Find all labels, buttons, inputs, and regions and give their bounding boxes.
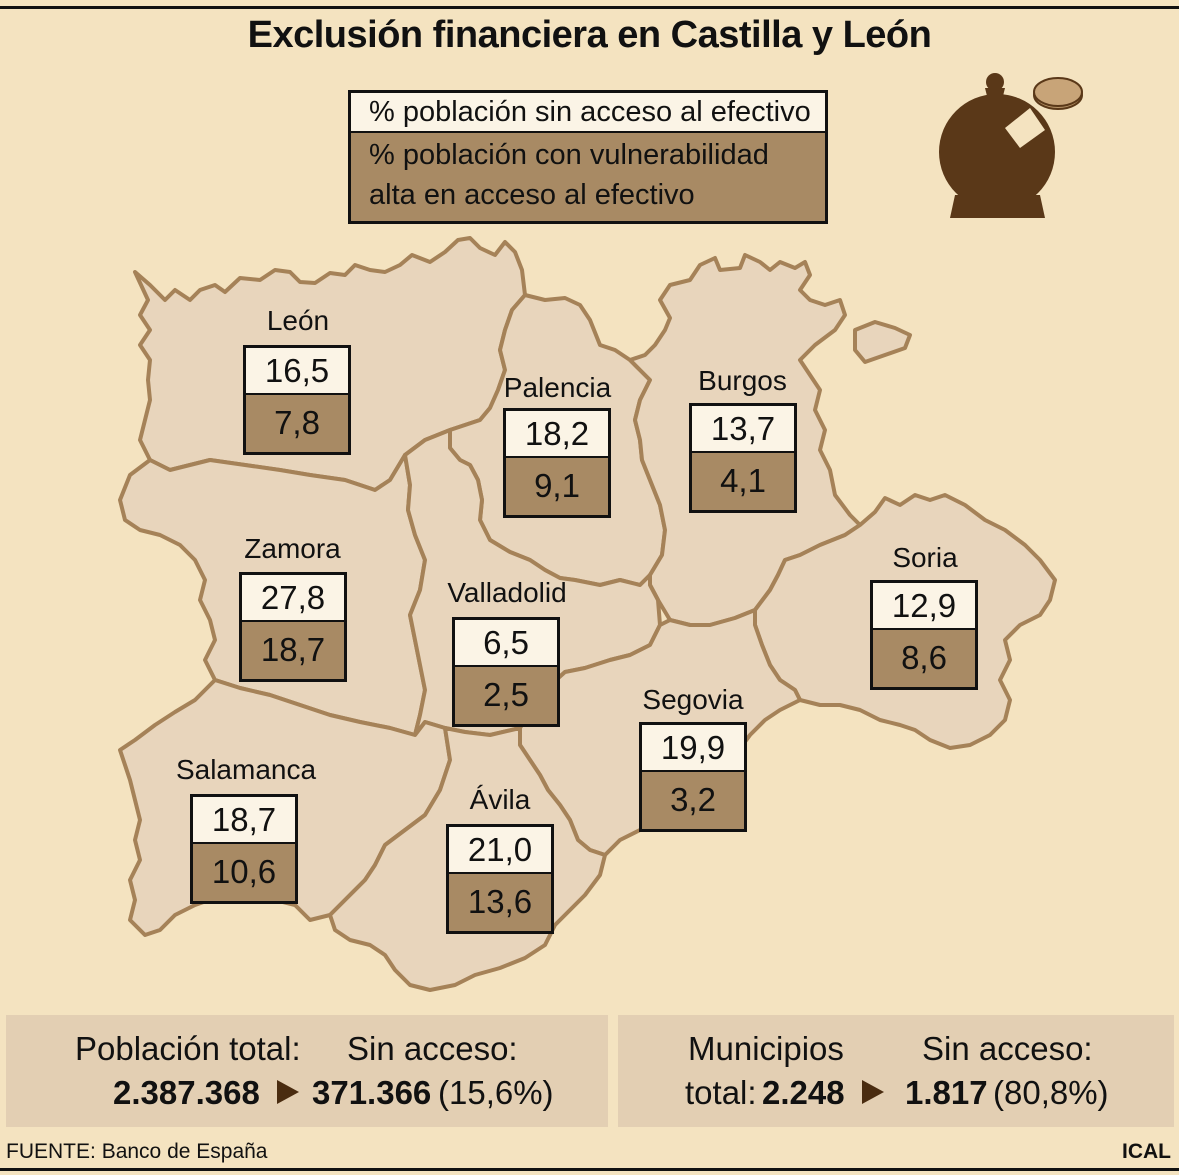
value-box-avila: 21,0 13,6 [446, 824, 554, 934]
province-label-valladolid: Valladolid [447, 577, 567, 608]
palencia-vulnerable: 9,1 [534, 467, 580, 504]
value-box-valladolid: 6,5 2,5 [452, 617, 560, 727]
province-shape-burgos-enclave [853, 320, 912, 364]
value-box-segovia: 19,9 3,2 [639, 722, 747, 832]
legend-without-access: % población sin acceso al efectivo [351, 93, 825, 133]
municipalities-without-label: Sin acceso: [922, 1030, 1093, 1067]
province-label-burgos: Burgos [698, 365, 787, 396]
value-box-burgos: 13,7 4,1 [689, 403, 797, 513]
population-total-label: Población total: [75, 1030, 301, 1067]
burgos-without-access: 13,7 [692, 406, 794, 453]
value-box-leon: 16,5 7,8 [243, 345, 351, 455]
credit: ICAL [1122, 1140, 1171, 1163]
municipalities-total-value: 2.248 [762, 1074, 845, 1111]
valladolid-vulnerable: 2,5 [483, 676, 529, 713]
legend: % población sin acceso al efectivo % pob… [348, 90, 828, 224]
province-label-leon: León [266, 305, 330, 336]
legend-vulnerable-line1: % población con vulnerabilidad [369, 139, 769, 171]
burgos-vulnerable: 4,1 [720, 462, 766, 499]
salamanca-vulnerable: 10,6 [211, 853, 277, 890]
municipalities-total-label-line1: Municipios [688, 1030, 844, 1067]
segovia-vulnerable: 3,2 [670, 781, 716, 818]
piggy-bank-coin-icon [939, 73, 1083, 218]
soria-without-access: 12,9 [873, 583, 975, 630]
population-without-label: Sin acceso: [347, 1030, 518, 1067]
legend-vulnerable-line2: alta en acceso al efectivo [369, 179, 695, 211]
province-label-zamora: Zamora [244, 533, 341, 564]
segovia-without-access: 19,9 [642, 725, 744, 772]
value-box-palencia: 18,2 9,1 [503, 408, 611, 518]
infographic-title: Exclusión financiera en Castilla y León [247, 14, 932, 56]
valladolid-without-access: 6,5 [455, 620, 557, 667]
leon-vulnerable: 7,8 [274, 404, 320, 441]
source-note: FUENTE: Banco de España [6, 1140, 267, 1164]
leon-without-access: 16,5 [246, 348, 348, 395]
province-label-salamanca: Salamanca [175, 754, 317, 785]
municipalities-total-label-line2: total: [685, 1074, 757, 1111]
value-box-soria: 12,9 8,6 [870, 580, 978, 690]
top-rule [0, 6, 1179, 9]
province-label-segovia: Segovia [642, 684, 744, 715]
value-box-salamanca: 18,7 10,6 [190, 794, 298, 904]
province-label-palencia: Palencia [503, 372, 612, 403]
zamora-vulnerable: 18,7 [260, 631, 326, 668]
salamanca-without-access: 18,7 [193, 797, 295, 844]
population-arrow-icon [277, 1080, 299, 1104]
soria-vulnerable: 8,6 [901, 639, 947, 676]
source-label: FUENTE: [6, 1140, 96, 1163]
avila-vulnerable: 13,6 [467, 883, 533, 920]
municipalities-without-pct: (80,8%) [993, 1074, 1109, 1111]
palencia-without-access: 18,2 [506, 411, 608, 458]
province-label-soria: Soria [892, 542, 958, 573]
municipalities-panel [618, 1015, 1174, 1127]
source-value: Banco de España [101, 1140, 268, 1163]
population-without-pct: (15,6%) [438, 1074, 554, 1111]
population-without-value: 371.366 [312, 1074, 432, 1111]
population-panel [6, 1015, 608, 1127]
population-total-value: 2.387.368 [113, 1074, 260, 1111]
zamora-without-access: 27,8 [242, 575, 344, 622]
province-label-avila: Ávila [469, 784, 531, 815]
bottom-rule [0, 1168, 1179, 1171]
value-box-zamora: 27,8 18,7 [239, 572, 347, 682]
municipalities-arrow-icon [862, 1080, 884, 1104]
legend-vulnerable: % población con vulnerabilidad alta en a… [351, 133, 825, 215]
avila-without-access: 21,0 [449, 827, 551, 874]
municipalities-without-value: 1.817 [905, 1074, 988, 1111]
